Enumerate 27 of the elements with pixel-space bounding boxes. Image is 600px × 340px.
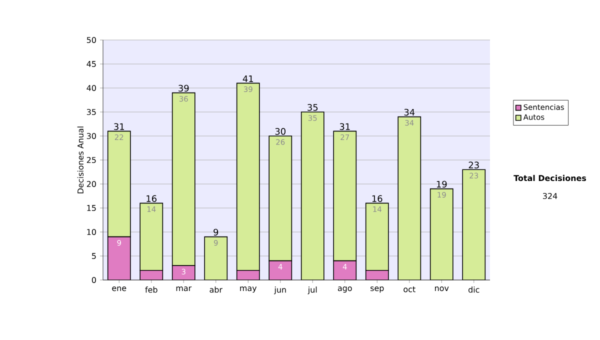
bar	[430, 188, 454, 280]
bar	[268, 260, 292, 280]
total-label: 9	[214, 228, 218, 236]
bar	[268, 136, 292, 262]
total-label: 34	[404, 108, 415, 116]
total-label: 19	[436, 180, 447, 188]
bar	[236, 82, 260, 271]
total-label: 31	[114, 123, 124, 130]
total-label: 23	[468, 162, 479, 168]
total-label: 35	[308, 104, 318, 111]
total-label: 16	[146, 195, 157, 202]
bar	[333, 130, 357, 262]
bar	[333, 260, 357, 280]
bar	[462, 169, 486, 280]
bar	[107, 130, 131, 238]
bar	[107, 236, 131, 280]
bar	[365, 202, 389, 271]
bar	[140, 202, 164, 271]
bar	[398, 116, 422, 280]
total-label: 39	[178, 84, 189, 92]
bar	[204, 236, 228, 280]
bar	[172, 92, 196, 266]
bar	[300, 112, 324, 280]
total-label: 41	[242, 75, 253, 82]
total-label: 31	[340, 123, 350, 130]
total-label: 30	[275, 128, 286, 135]
total-label: 16	[372, 195, 382, 202]
